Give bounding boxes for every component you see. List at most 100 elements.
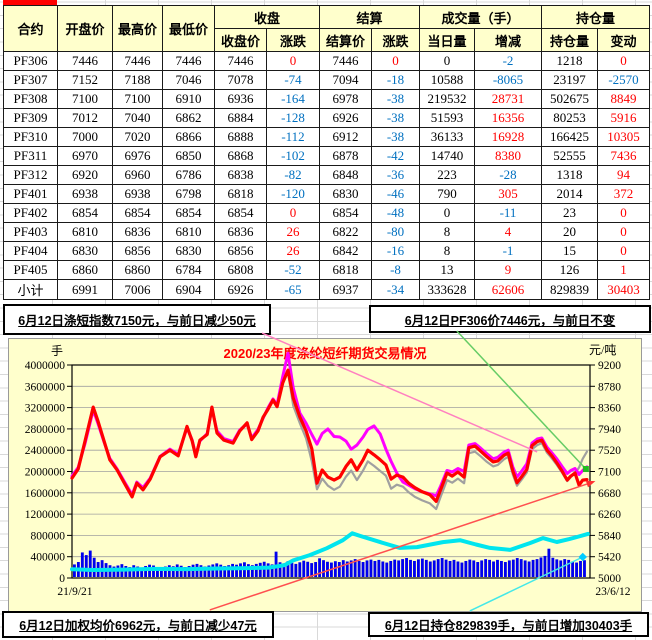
data-cell[interactable]: 305	[474, 184, 542, 204]
data-cell[interactable]: -36	[371, 165, 420, 185]
data-cell[interactable]: 6868	[214, 146, 267, 166]
data-cell[interactable]: 26	[266, 241, 320, 261]
data-cell[interactable]: -102	[266, 146, 320, 166]
data-cell[interactable]: 0	[266, 51, 320, 71]
data-cell[interactable]: 502675	[541, 89, 598, 109]
header-cell[interactable]: 最低价	[162, 5, 215, 52]
data-cell[interactable]: 4	[474, 222, 542, 242]
data-cell[interactable]: 6842	[319, 241, 372, 261]
data-cell[interactable]: -28	[474, 165, 542, 185]
data-cell[interactable]: 7094	[319, 70, 372, 90]
data-cell[interactable]: 6830	[57, 241, 113, 261]
data-cell[interactable]: 372	[597, 184, 650, 204]
data-cell[interactable]: 6936	[214, 89, 267, 109]
data-cell[interactable]: -128	[266, 108, 320, 128]
data-cell[interactable]: PF310	[3, 127, 58, 147]
data-cell[interactable]: 6912	[319, 127, 372, 147]
data-cell[interactable]: -42	[371, 146, 420, 166]
data-cell[interactable]: 7188	[112, 70, 163, 90]
data-cell[interactable]: 小计	[3, 279, 58, 300]
data-cell[interactable]: 52555	[541, 146, 598, 166]
data-cell[interactable]: 7100	[112, 89, 163, 109]
note-open-interest[interactable]: 6月12日持仓829839手，与前日增加30403手	[368, 612, 649, 637]
data-cell[interactable]: 6836	[214, 222, 267, 242]
data-cell[interactable]: 7046	[162, 70, 215, 90]
data-cell[interactable]: 16928	[474, 127, 542, 147]
data-cell[interactable]: 6850	[162, 146, 215, 166]
data-cell[interactable]: 6818	[214, 184, 267, 204]
data-cell[interactable]: 8849	[597, 89, 650, 109]
data-cell[interactable]: 6784	[162, 260, 215, 280]
group-header-cell[interactable]: 收盘	[214, 5, 320, 29]
data-cell[interactable]: 6926	[214, 279, 267, 300]
data-cell[interactable]: -120	[266, 184, 320, 204]
data-cell[interactable]: 6818	[319, 260, 372, 280]
data-cell[interactable]: -1	[474, 241, 542, 261]
data-cell[interactable]: 6970	[57, 146, 113, 166]
data-cell[interactable]: PF306	[3, 51, 58, 71]
data-cell[interactable]: -11	[474, 203, 542, 223]
data-cell[interactable]: 7446	[214, 51, 267, 71]
sub-header-cell[interactable]: 持仓量	[541, 28, 598, 52]
data-cell[interactable]: 6854	[112, 203, 163, 223]
data-cell[interactable]: 6810	[57, 222, 113, 242]
data-cell[interactable]: 6937	[319, 279, 372, 300]
group-header-cell[interactable]: 持仓量	[541, 5, 650, 29]
data-cell[interactable]: 15	[541, 241, 598, 261]
data-cell[interactable]: 6862	[162, 108, 215, 128]
data-cell[interactable]: 1318	[541, 165, 598, 185]
data-cell[interactable]: 14740	[419, 146, 475, 166]
data-cell[interactable]: 126	[541, 260, 598, 280]
data-cell[interactable]: 166425	[541, 127, 598, 147]
data-cell[interactable]: 6910	[162, 89, 215, 109]
data-cell[interactable]: 6838	[214, 165, 267, 185]
data-cell[interactable]: 6991	[57, 279, 113, 300]
data-cell[interactable]: 0	[371, 51, 420, 71]
sub-header-cell[interactable]: 结算价	[319, 28, 372, 52]
data-cell[interactable]: 6836	[112, 222, 163, 242]
data-cell[interactable]: 7446	[57, 51, 113, 71]
data-cell[interactable]: 7020	[112, 127, 163, 147]
data-cell[interactable]: -80	[371, 222, 420, 242]
data-cell[interactable]: -65	[266, 279, 320, 300]
data-cell[interactable]: 0	[597, 203, 650, 223]
data-cell[interactable]: PF311	[3, 146, 58, 166]
data-cell[interactable]: 6860	[57, 260, 113, 280]
data-cell[interactable]: 16356	[474, 108, 542, 128]
data-cell[interactable]: -46	[371, 184, 420, 204]
sub-header-cell[interactable]: 增减	[474, 28, 542, 52]
header-cell[interactable]: 最高价	[112, 5, 163, 52]
data-cell[interactable]: 1218	[541, 51, 598, 71]
data-cell[interactable]: 6878	[319, 146, 372, 166]
data-cell[interactable]: 26	[266, 222, 320, 242]
data-cell[interactable]: 94	[597, 165, 650, 185]
data-cell[interactable]: 36133	[419, 127, 475, 147]
data-cell[interactable]: 6860	[112, 260, 163, 280]
data-cell[interactable]: 6856	[214, 241, 267, 261]
data-cell[interactable]: 6810	[162, 222, 215, 242]
data-cell[interactable]: 6960	[112, 165, 163, 185]
sub-header-cell[interactable]: 变动	[597, 28, 650, 52]
data-cell[interactable]: PF402	[3, 203, 58, 223]
data-cell[interactable]: 13	[419, 260, 475, 280]
data-cell[interactable]: -8065	[474, 70, 542, 90]
data-cell[interactable]: 0	[597, 241, 650, 261]
data-cell[interactable]: 7446	[162, 51, 215, 71]
data-cell[interactable]: PF405	[3, 260, 58, 280]
data-cell[interactable]: 7012	[57, 108, 113, 128]
header-cell[interactable]: 开盘价	[57, 5, 113, 52]
data-cell[interactable]: -38	[371, 127, 420, 147]
data-cell[interactable]: PF403	[3, 222, 58, 242]
data-cell[interactable]: 6854	[57, 203, 113, 223]
data-cell[interactable]: 6798	[162, 184, 215, 204]
data-cell[interactable]: 6854	[319, 203, 372, 223]
data-cell[interactable]: 0	[419, 51, 475, 71]
data-cell[interactable]: 7436	[597, 146, 650, 166]
data-cell[interactable]: 6822	[319, 222, 372, 242]
data-cell[interactable]: 7446	[319, 51, 372, 71]
data-cell[interactable]: 6830	[319, 184, 372, 204]
data-cell[interactable]: -164	[266, 89, 320, 109]
data-cell[interactable]: 7446	[112, 51, 163, 71]
data-cell[interactable]: 30403	[597, 279, 650, 300]
futures-chart[interactable]: 2020/23年度涤纶短纤期货交易情况 手 元/吨 21/9/21 23/6/1…	[8, 338, 642, 612]
